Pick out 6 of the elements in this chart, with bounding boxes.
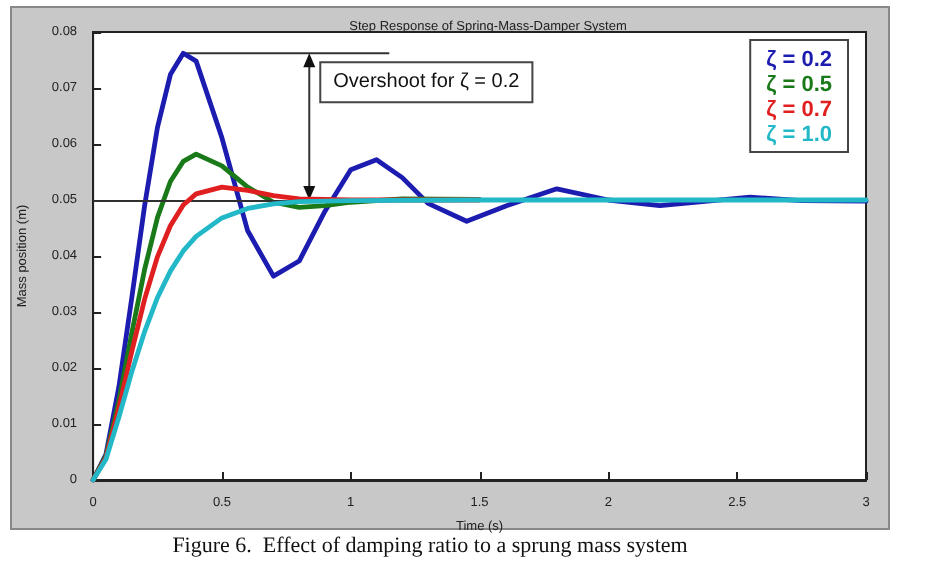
text: ζ = 1.0 <box>766 123 833 147</box>
text: ζ = 0.7 <box>766 98 833 122</box>
annotation: Overshoot for ζ = 0.2 <box>333 71 521 94</box>
text: ζ = 0.5 <box>766 73 833 97</box>
text: ζ = 0.2 <box>766 48 833 72</box>
caption: Figure 6. Effect of damping ratio to a sprung mass system <box>172 534 689 558</box>
